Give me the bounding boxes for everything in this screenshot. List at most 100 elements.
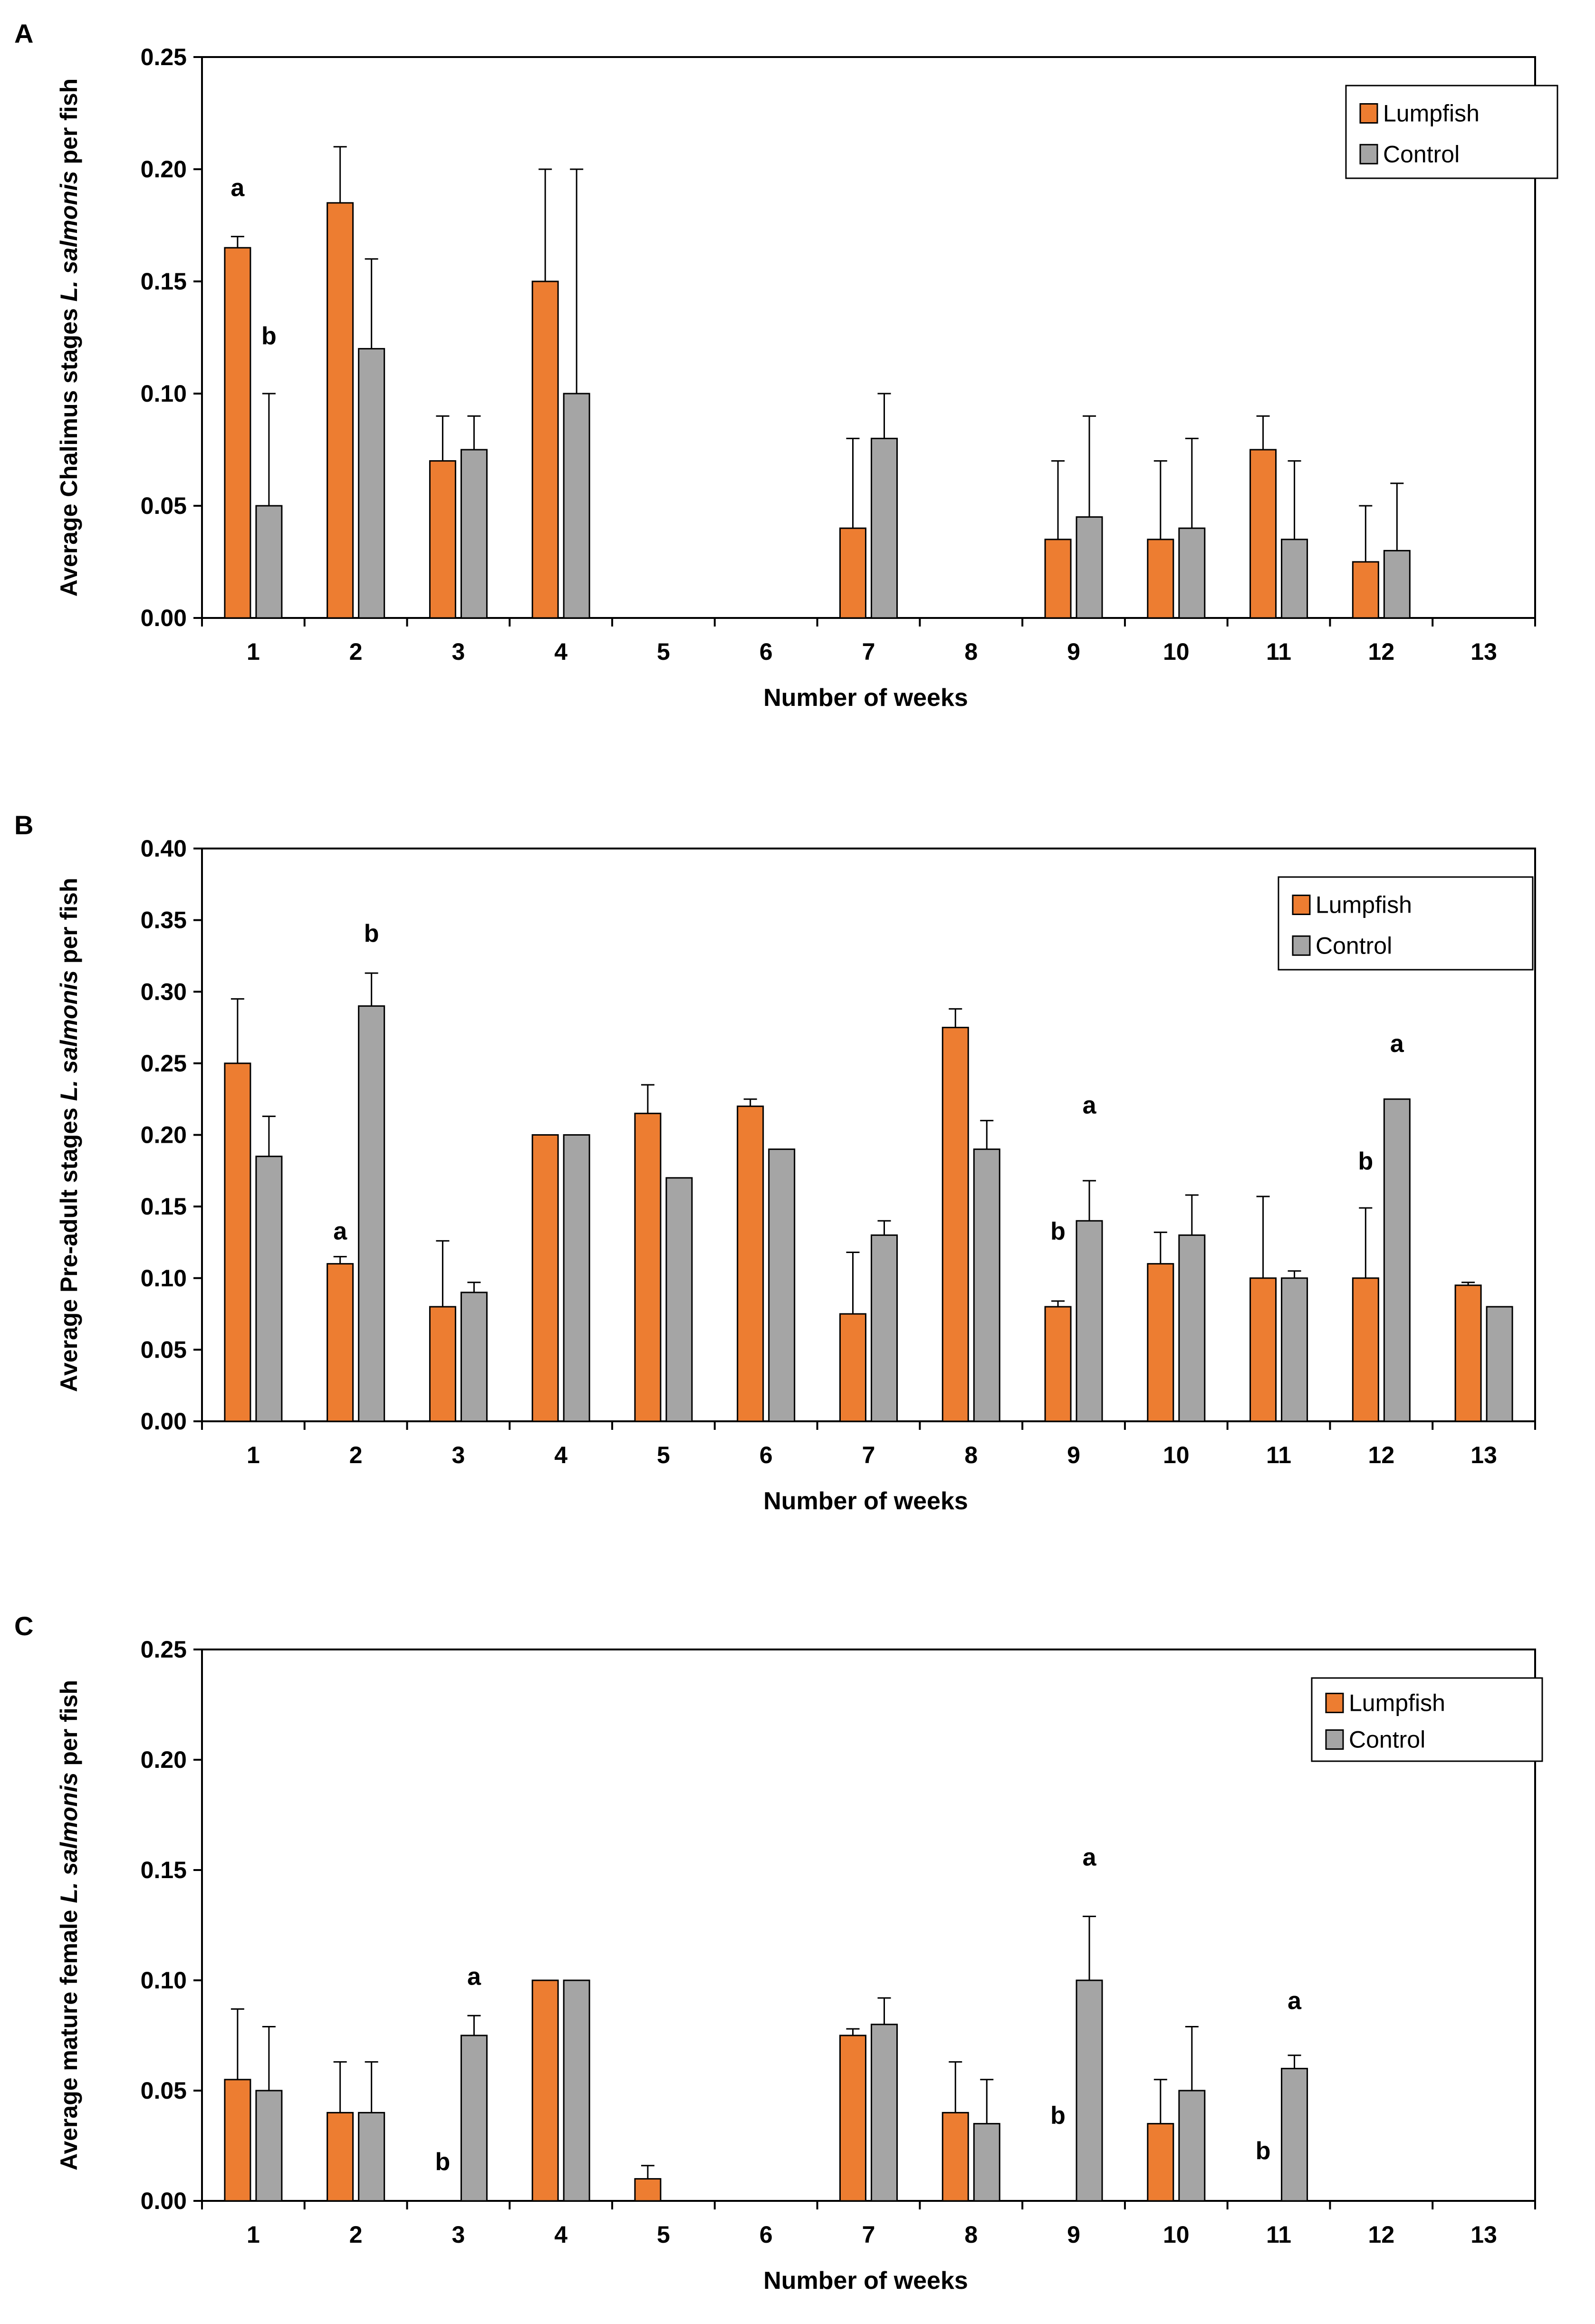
y-tick-label: 0.15: [141, 1857, 187, 1883]
chart-b: B0.000.050.100.150.200.250.300.350.401 2 3…: [14, 810, 1536, 1515]
y-axis-title: Average mature female L. salmonis per fi…: [56, 1680, 82, 2170]
panel-label: A: [14, 19, 33, 48]
bar-control: [1178, 527, 1206, 619]
legend-box: [1345, 85, 1558, 179]
x-tick-label: 1: [247, 638, 260, 665]
y-tick-label: 0.20: [141, 1746, 187, 1773]
bar-lumpfish: [1249, 449, 1277, 619]
bar-lumpfish: [429, 460, 456, 619]
bar-lumpfish: [1147, 539, 1174, 619]
y-tick-label: 0.20: [141, 1122, 187, 1148]
bar-control: [1076, 516, 1103, 619]
significance-letter: a: [1083, 1091, 1097, 1119]
bar-control: [1383, 1098, 1411, 1422]
bar-control: [1178, 1234, 1206, 1422]
bar-lumpfish: [634, 1112, 662, 1422]
bar-lumpfish: [1147, 1263, 1174, 1422]
x-tick-label: 13: [1470, 1442, 1497, 1468]
significance-letter: b: [261, 322, 277, 350]
x-tick-label: 13: [1470, 638, 1497, 665]
x-tick-label: 7: [862, 1442, 875, 1468]
bar-lumpfish: [1147, 2123, 1174, 2202]
x-tick-label: 12: [1368, 638, 1395, 665]
significance-letter: b: [435, 2148, 451, 2176]
bar-control: [871, 2024, 898, 2202]
bar-lumpfish: [1352, 1277, 1379, 1422]
significance-letter: a: [1288, 1987, 1302, 2015]
bar-lumpfish: [531, 1979, 559, 2202]
bar-control: [255, 1156, 283, 1422]
bar-control: [1281, 2068, 1308, 2202]
bar-lumpfish: [839, 527, 866, 619]
bar-lumpfish: [327, 2112, 354, 2202]
bar-control: [1178, 2090, 1206, 2202]
legend-swatch: [1292, 895, 1311, 915]
y-axis-title-part: Average Chalimus stages: [56, 301, 82, 597]
bar-control: [665, 1177, 693, 1422]
panel-label: B: [14, 810, 33, 840]
plot-frame: [201, 56, 1536, 619]
y-axis-title-part: per fish: [56, 878, 82, 970]
x-tick-label: 4: [554, 2221, 567, 2248]
bar-lumpfish: [839, 1313, 866, 1422]
x-tick-label: 8: [964, 638, 978, 665]
bar-lumpfish: [839, 2035, 866, 2202]
y-axis-title-species: L. salmonis: [56, 970, 82, 1101]
y-tick-label: 0.25: [141, 44, 187, 70]
x-tick-label: 6: [759, 1442, 773, 1468]
x-tick-label: 4: [554, 1442, 567, 1468]
bar-control: [563, 393, 590, 619]
y-axis-title: Average Chalimus stages L. salmonis per …: [56, 78, 82, 597]
bar-lumpfish: [531, 280, 559, 619]
x-tick-label: 11: [1266, 1442, 1291, 1468]
panel-a: A 0.00 0.05 0.10 0.15 0.20 0.25 1 2 3 4 5 6 7 8 9 10 11 12…: [0, 0, 1595, 751]
x-tick-label: 11: [1266, 638, 1291, 665]
x-tick-label: 12: [1368, 1442, 1395, 1468]
bar-control: [460, 1292, 488, 1422]
x-tick-label: 9: [1067, 1442, 1080, 1468]
bar-control: [460, 2035, 488, 2202]
bar-lumpfish: [1249, 1277, 1277, 1422]
x-tick-label: 3: [452, 1442, 465, 1468]
x-tick-label: 10: [1163, 1442, 1190, 1468]
legend-label: Control: [1316, 932, 1392, 959]
x-tick-label: 10: [1163, 2221, 1190, 2248]
y-tick-label: 0.40: [141, 835, 187, 862]
bar-control: [255, 2090, 283, 2202]
bar-control: [358, 1005, 385, 1422]
x-tick-label: 5: [657, 2221, 670, 2248]
x-tick-label: 13: [1470, 2221, 1497, 2248]
legend-label: Lumpfish: [1316, 892, 1412, 918]
bar-lumpfish: [942, 2112, 969, 2202]
x-tick-label: 7: [862, 2221, 875, 2248]
significance-letter: b: [1358, 1148, 1373, 1175]
bar-lumpfish: [327, 1263, 354, 1422]
y-axis-title-part: per fish: [56, 78, 82, 171]
x-axis-title: Number of weeks: [763, 1487, 968, 1515]
x-tick-label: 1: [247, 2221, 260, 2248]
legend-label: Control: [1349, 1726, 1425, 1753]
x-tick-label: 8: [964, 2221, 978, 2248]
x-tick-label: 11: [1266, 2221, 1291, 2248]
x-tick-label: 4: [554, 638, 567, 665]
y-tick-label: 0.15: [141, 1193, 187, 1220]
bar-lumpfish: [327, 202, 354, 619]
y-tick-label: 0.00: [141, 605, 187, 631]
bar-control: [358, 348, 385, 619]
x-tick-label: 2: [349, 2221, 363, 2248]
legend-label: Lumpfish: [1383, 100, 1480, 127]
legend-swatch: [1359, 144, 1378, 164]
legend-swatch: [1325, 1693, 1344, 1713]
y-tick-label: 0.25: [141, 1050, 187, 1077]
chart-c: C0.000.050.100.150.200.251 2 3 4 5 6 7 8 9 10 11 12…: [14, 1611, 1543, 2295]
y-tick-label: 0.30: [141, 978, 187, 1005]
x-tick-label: 12: [1368, 2221, 1395, 2248]
y-tick-label: 0.10: [141, 1967, 187, 1994]
panel-label: C: [14, 1611, 33, 1641]
bar-lumpfish: [942, 1027, 969, 1422]
significance-letter: a: [467, 1963, 481, 1990]
x-tick-label: 7: [862, 638, 875, 665]
significance-letter: b: [364, 920, 379, 947]
legend-box: [1311, 1677, 1543, 1762]
x-tick-label: 3: [452, 2221, 465, 2248]
